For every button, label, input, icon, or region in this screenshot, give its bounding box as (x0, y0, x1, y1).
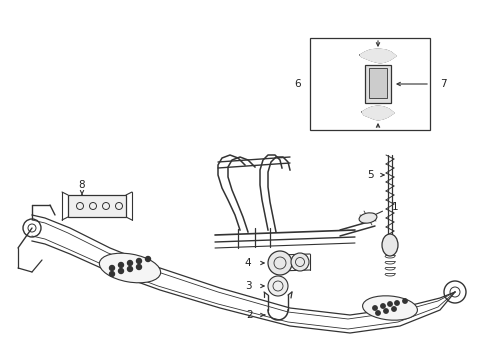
Circle shape (118, 269, 123, 274)
Text: 8: 8 (79, 180, 85, 190)
Circle shape (402, 299, 407, 303)
Circle shape (391, 307, 395, 311)
Circle shape (267, 276, 287, 296)
Bar (368, 68, 386, 98)
Circle shape (387, 302, 391, 306)
Circle shape (380, 304, 385, 308)
Bar (364, 65, 390, 103)
Circle shape (136, 265, 141, 270)
Ellipse shape (99, 253, 160, 283)
Ellipse shape (358, 213, 376, 223)
Ellipse shape (381, 234, 397, 256)
Text: 7: 7 (439, 79, 446, 89)
Circle shape (267, 251, 291, 275)
Circle shape (136, 258, 141, 264)
Bar (68, 195, 126, 217)
Polygon shape (359, 49, 395, 63)
Circle shape (127, 261, 132, 266)
Circle shape (290, 253, 308, 271)
Ellipse shape (362, 296, 417, 320)
Text: 5: 5 (366, 170, 372, 180)
Circle shape (109, 271, 114, 276)
Text: 6: 6 (294, 79, 301, 89)
Circle shape (145, 256, 150, 261)
Circle shape (372, 306, 376, 310)
Circle shape (383, 309, 387, 313)
Text: 3: 3 (244, 281, 251, 291)
Circle shape (127, 266, 132, 271)
Circle shape (109, 266, 114, 270)
Circle shape (118, 262, 123, 267)
Bar (309, 38, 429, 130)
Circle shape (375, 311, 380, 315)
Text: 2: 2 (246, 310, 253, 320)
Text: 1: 1 (391, 202, 398, 212)
Text: 4: 4 (244, 258, 251, 268)
Polygon shape (361, 106, 393, 120)
Circle shape (394, 301, 398, 305)
